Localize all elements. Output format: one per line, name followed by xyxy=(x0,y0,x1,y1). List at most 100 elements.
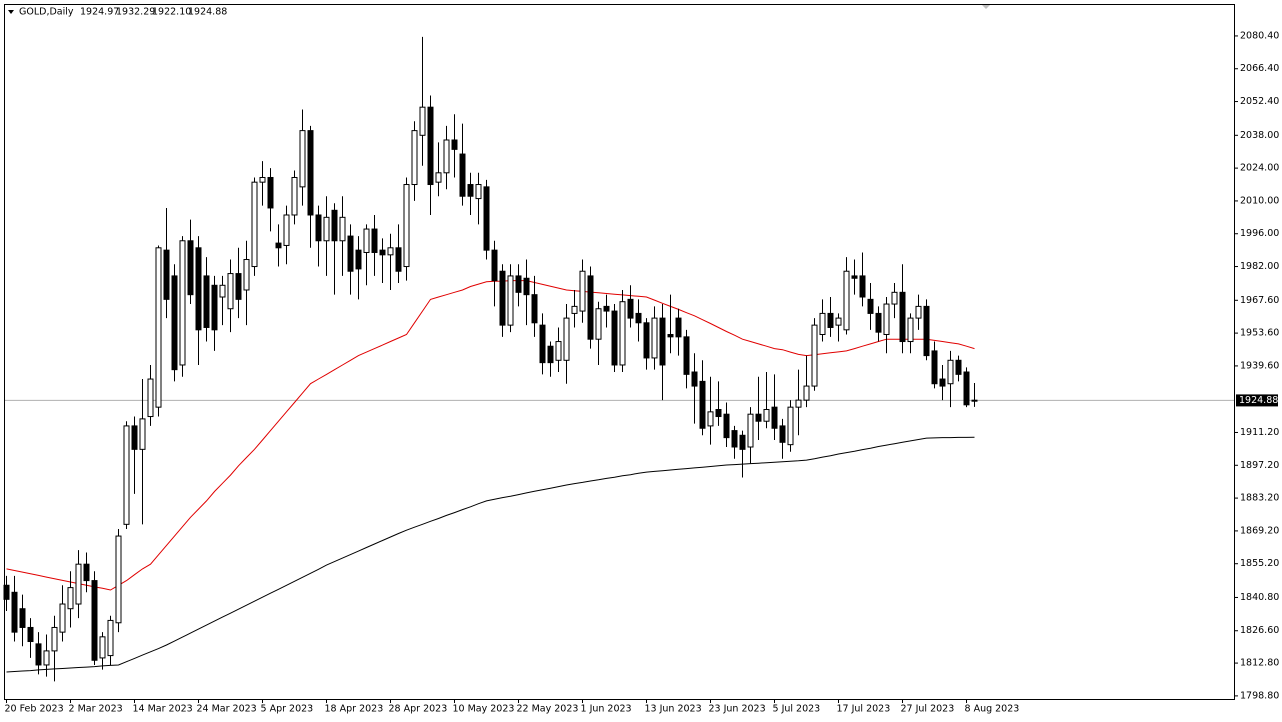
candle-body xyxy=(107,619,114,657)
candle-body xyxy=(139,418,146,450)
x-tick-label: 18 Apr 2023 xyxy=(325,704,384,715)
candle-body xyxy=(11,591,18,633)
candle-body xyxy=(131,425,138,450)
candle-body xyxy=(547,345,554,364)
candle-body xyxy=(35,643,42,666)
candle-body xyxy=(363,228,370,253)
x-tick-label: 27 Jul 2023 xyxy=(901,704,955,715)
candle-body xyxy=(83,563,90,582)
y-tick-label: 1826.60 xyxy=(1240,625,1279,636)
y-tick-label: 2066.40 xyxy=(1240,63,1279,74)
candle-body xyxy=(163,249,170,300)
candle-body xyxy=(91,580,98,661)
candle-body xyxy=(779,425,786,443)
y-tick-label: 1883.20 xyxy=(1240,493,1279,504)
candle-body xyxy=(251,181,258,268)
candle-body xyxy=(931,350,938,385)
candle-body xyxy=(923,305,930,357)
candle-body xyxy=(467,184,474,197)
candle-body xyxy=(203,275,210,328)
candle-body xyxy=(339,216,346,242)
candle-body xyxy=(291,176,298,216)
candle-body xyxy=(19,608,26,628)
candle-body xyxy=(883,303,890,336)
candle-body xyxy=(371,228,378,253)
candle-body xyxy=(811,324,818,387)
shift-marker[interactable] xyxy=(982,5,990,9)
y-tick-label: 1897.20 xyxy=(1240,460,1279,471)
candle-body xyxy=(331,209,338,242)
y-tick-label: 2010.00 xyxy=(1240,195,1279,206)
candle-body xyxy=(507,275,514,326)
moving-average xyxy=(6,436,975,673)
candle-body xyxy=(683,336,690,375)
y-tick-label: 2080.40 xyxy=(1240,30,1279,41)
candle-body xyxy=(475,184,482,200)
candle-body xyxy=(963,371,970,406)
candle-body xyxy=(307,130,314,216)
candle-body xyxy=(283,214,290,246)
header-value: 1924.97 xyxy=(80,7,119,18)
x-tick-label: 17 Jul 2023 xyxy=(837,704,891,715)
candle-body xyxy=(123,425,130,525)
candle-body xyxy=(227,273,234,310)
candle-body xyxy=(699,380,706,429)
candle-body xyxy=(939,378,946,387)
candle-body xyxy=(27,626,34,643)
candle-body xyxy=(723,413,730,439)
current-price-box xyxy=(1236,394,1278,407)
candle-body xyxy=(707,411,714,427)
candle-body xyxy=(443,139,450,174)
candle-body xyxy=(971,399,978,402)
candle-body xyxy=(427,106,434,186)
chart-title: GOLD,Daily xyxy=(19,7,74,18)
y-tick-label: 2052.40 xyxy=(1240,96,1279,107)
candle-body xyxy=(859,275,866,298)
candle-body xyxy=(563,317,570,361)
candle-body xyxy=(747,413,754,448)
candle-body xyxy=(851,275,858,279)
candle-body xyxy=(867,298,874,314)
candle-body xyxy=(491,249,498,282)
candle-body xyxy=(323,216,330,242)
candle-body xyxy=(515,275,522,293)
y-tick-label: 1869.20 xyxy=(1240,525,1279,536)
candle-body xyxy=(315,214,322,242)
x-tick-label: 14 Mar 2023 xyxy=(133,704,193,715)
candle-body xyxy=(115,535,122,624)
candle-body xyxy=(155,247,162,408)
candle-body xyxy=(891,291,898,305)
y-tick-label: 1953.60 xyxy=(1240,328,1279,339)
x-tick-label: 2 Mar 2023 xyxy=(69,704,123,715)
candle-body xyxy=(915,305,922,319)
candle-body xyxy=(667,334,674,338)
y-tick-label: 1996.00 xyxy=(1240,228,1279,239)
candle-body xyxy=(435,172,442,183)
x-tick-label: 28 Apr 2023 xyxy=(389,704,448,715)
candle-body xyxy=(171,275,178,371)
menu-arrow[interactable] xyxy=(8,10,14,14)
candle-body xyxy=(875,312,882,333)
candle-body xyxy=(763,409,770,422)
candle-body xyxy=(235,273,242,300)
y-tick-label: 1982.00 xyxy=(1240,261,1279,272)
x-tick-label: 10 May 2023 xyxy=(453,704,515,715)
candle-body xyxy=(499,270,506,326)
candle-body xyxy=(387,247,394,256)
candle-body xyxy=(275,242,282,249)
candle-body xyxy=(651,317,658,359)
candle-body xyxy=(715,409,722,418)
candle-body xyxy=(635,312,642,324)
y-tick-label: 2038.00 xyxy=(1240,130,1279,141)
candle-body xyxy=(739,434,746,450)
candle-body xyxy=(395,247,402,272)
candle-body xyxy=(419,106,426,136)
candle-body xyxy=(523,277,530,296)
candle-body xyxy=(195,247,202,331)
x-tick-label: 1 Jun 2023 xyxy=(581,704,632,715)
candle-body xyxy=(659,317,666,366)
candle-body xyxy=(731,430,738,448)
x-tick-label: 23 Jun 2023 xyxy=(709,704,766,715)
candle-body xyxy=(947,359,954,385)
candle-body xyxy=(611,310,618,366)
